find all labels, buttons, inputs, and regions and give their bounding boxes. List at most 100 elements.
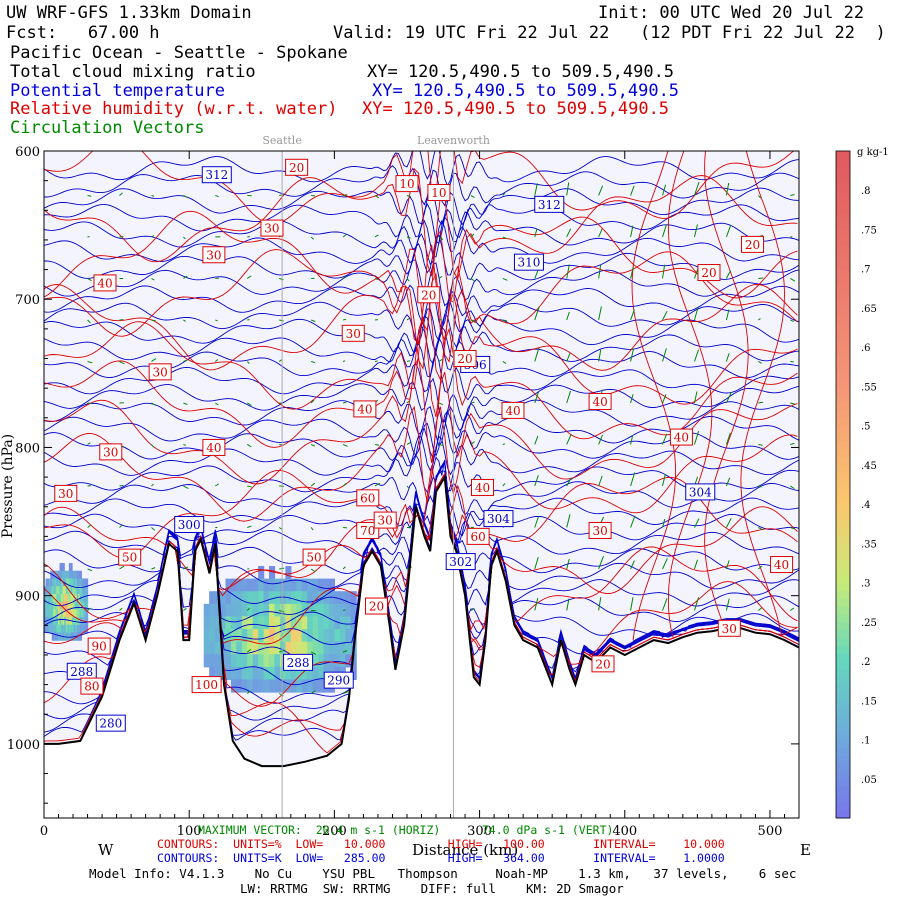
- rh-label-box: [191, 676, 222, 694]
- rh-label: 50: [306, 551, 321, 565]
- cloud-cell: [79, 578, 82, 587]
- cloud-cell: [209, 666, 216, 681]
- cloud-cell: [72, 624, 75, 634]
- cloud-cell: [241, 591, 248, 605]
- colorbar-label: .7: [861, 265, 871, 276]
- rh-label-box: [717, 619, 741, 637]
- cloud-cell: [230, 641, 237, 655]
- colorbar-label: .5: [861, 422, 871, 433]
- rh-label-box: [741, 235, 765, 253]
- cloud-cell: [82, 601, 86, 610]
- cloud-cell: [236, 591, 243, 605]
- vector-arrow: [630, 515, 636, 528]
- x-tick-label: 0: [40, 824, 48, 839]
- cloud-cell: [65, 632, 68, 641]
- cloud-cell: [67, 586, 70, 595]
- vector-arrow: [662, 184, 667, 196]
- rh-label: 40: [674, 431, 689, 445]
- cloud-cell: [247, 654, 254, 668]
- cloud-cell: [269, 603, 276, 618]
- cloud-cell: [58, 593, 61, 603]
- rh-label-box: [417, 286, 441, 304]
- cloud-cell: [318, 654, 325, 668]
- cloud-cell: [59, 593, 62, 603]
- vector-arrow: [406, 318, 410, 321]
- cloud-cell: [75, 586, 78, 595]
- rh-label-box: [697, 264, 721, 282]
- rh-contour: [44, 249, 798, 370]
- cloud-cell: [209, 603, 216, 618]
- cloud-cell: [225, 578, 232, 592]
- cloud-cell: [72, 578, 75, 587]
- cloud-cell: [45, 601, 48, 610]
- cloud-cell: [247, 666, 254, 681]
- cloud-cell: [76, 601, 79, 610]
- cloud-cell: [48, 624, 51, 634]
- theta-label: 312: [205, 168, 228, 182]
- vector-arrow: [662, 224, 667, 238]
- cloud-cell: [67, 609, 70, 618]
- cloud-cell: [236, 679, 243, 693]
- cloud-cell: [263, 603, 270, 618]
- colorbar-cell: [836, 174, 850, 183]
- rh-label-box: [202, 246, 226, 264]
- cloud-cell: [318, 603, 325, 618]
- vector-arrow: [183, 359, 187, 362]
- cloud-cell: [230, 629, 237, 643]
- cloud-cell: [58, 578, 61, 587]
- cloud-cell: [328, 578, 335, 592]
- cloud-cell: [68, 617, 72, 626]
- cloud-cell: [258, 666, 265, 681]
- contours-rh: CONTOURS: UNITS=% LOW= 10.000 HIGH= 100.…: [157, 837, 725, 851]
- cloud-cell: [328, 603, 335, 618]
- vector-arrow: [662, 598, 668, 611]
- cloud-cell: [76, 624, 79, 634]
- model-info: Model Info: V4.1.3 No Cu YSU PBL Thompso…: [89, 866, 797, 881]
- cloud-cell: [274, 603, 281, 618]
- cloud-cell: [269, 578, 276, 592]
- cloud-cell: [258, 603, 265, 618]
- vector-arrow: [246, 361, 250, 364]
- vector-arrow: [758, 361, 762, 364]
- cloud-cell: [67, 601, 70, 610]
- cloud-cell: [290, 578, 297, 592]
- cloud-cell: [64, 601, 67, 610]
- rh-label: 90: [92, 640, 107, 654]
- cloud-cell: [53, 624, 56, 634]
- rh-label-box: [470, 478, 494, 496]
- cloud-cell: [209, 654, 216, 668]
- cloud-cell: [54, 570, 58, 580]
- rh-label-box: [93, 274, 117, 292]
- cloud-cell: [279, 654, 286, 668]
- colorbar-units: g kg-1: [857, 147, 889, 158]
- cloud-cell: [241, 654, 248, 668]
- vector-arrow: [406, 441, 411, 445]
- vector-arrow: [342, 360, 346, 362]
- rh-label: 20: [421, 288, 436, 302]
- cloud-cell: [68, 586, 72, 595]
- cloud-cell: [296, 641, 303, 655]
- cloud-cell: [345, 654, 352, 668]
- cloud-cell: [59, 617, 62, 626]
- colorbar-cell: [836, 755, 850, 764]
- colorbar-cell: [836, 362, 850, 372]
- colorbar-cell: [836, 457, 850, 466]
- cloud-cell: [73, 570, 76, 580]
- cloud-cell: [58, 609, 61, 618]
- colorbar-cell: [836, 425, 850, 434]
- cloud-cell: [82, 624, 86, 634]
- cloud-cell: [58, 632, 61, 641]
- vector-arrow: [406, 236, 411, 239]
- vector-arrow: [693, 431, 700, 445]
- cloud-cell: [334, 616, 341, 630]
- cloud-cell: [258, 591, 265, 605]
- field-rh-label: Relative humidity (w.r.t. water): [10, 99, 338, 119]
- cloud-cell: [73, 586, 76, 595]
- rh-label-box: [99, 443, 123, 461]
- cloud-cell: [53, 632, 56, 641]
- cloud-cell: [258, 566, 265, 580]
- vector-arrow: [630, 266, 634, 279]
- vector-arrow: [278, 359, 283, 362]
- cloud-cell: [290, 666, 297, 681]
